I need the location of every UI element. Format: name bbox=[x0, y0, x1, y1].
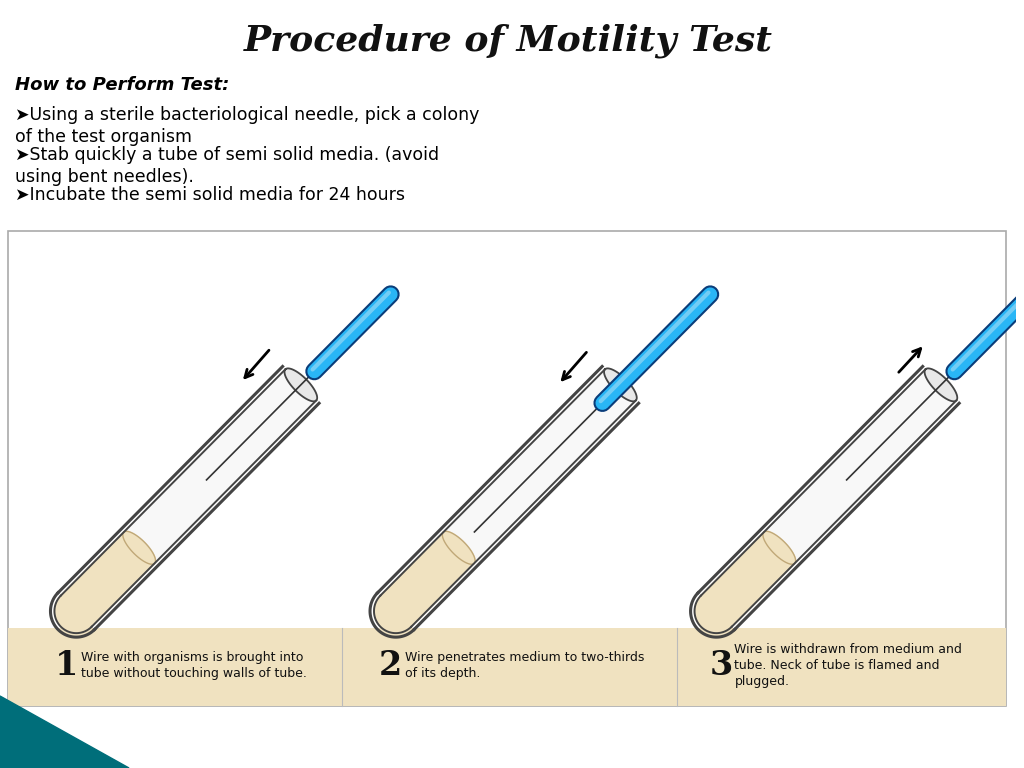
Bar bbox=[8, 231, 1007, 706]
Bar bbox=[8, 628, 1007, 706]
Polygon shape bbox=[694, 369, 956, 633]
Text: ➤Stab quickly a tube of semi solid media. (avoid
using bent needles).: ➤Stab quickly a tube of semi solid media… bbox=[15, 146, 439, 186]
Polygon shape bbox=[54, 532, 155, 633]
Text: 1: 1 bbox=[54, 649, 78, 682]
Text: Wire with organisms is brought into
tube without touching walls of tube.: Wire with organisms is brought into tube… bbox=[81, 651, 307, 680]
Text: 2: 2 bbox=[379, 649, 402, 682]
Text: ➤Incubate the semi solid media for 24 hours: ➤Incubate the semi solid media for 24 ho… bbox=[15, 186, 404, 204]
Polygon shape bbox=[285, 369, 317, 402]
Text: Wire is withdrawn from medium and
tube. Neck of tube is flamed and
plugged.: Wire is withdrawn from medium and tube. … bbox=[734, 643, 963, 688]
Text: ➤Using a sterile bacteriological needle, pick a colony
of the test organism: ➤Using a sterile bacteriological needle,… bbox=[15, 106, 479, 146]
Polygon shape bbox=[123, 531, 156, 564]
Polygon shape bbox=[763, 531, 796, 564]
Text: Wire penetrates medium to two-thirds
of its depth.: Wire penetrates medium to two-thirds of … bbox=[404, 651, 644, 680]
Polygon shape bbox=[604, 369, 637, 402]
Text: How to Perform Test:: How to Perform Test: bbox=[15, 76, 229, 94]
Polygon shape bbox=[374, 369, 636, 633]
Polygon shape bbox=[374, 532, 474, 633]
Text: Procedure of Motility Test: Procedure of Motility Test bbox=[244, 23, 773, 58]
Polygon shape bbox=[54, 369, 316, 633]
Polygon shape bbox=[0, 696, 129, 768]
Polygon shape bbox=[694, 532, 795, 633]
Text: 3: 3 bbox=[710, 649, 733, 682]
Polygon shape bbox=[925, 369, 957, 402]
Polygon shape bbox=[442, 531, 475, 564]
